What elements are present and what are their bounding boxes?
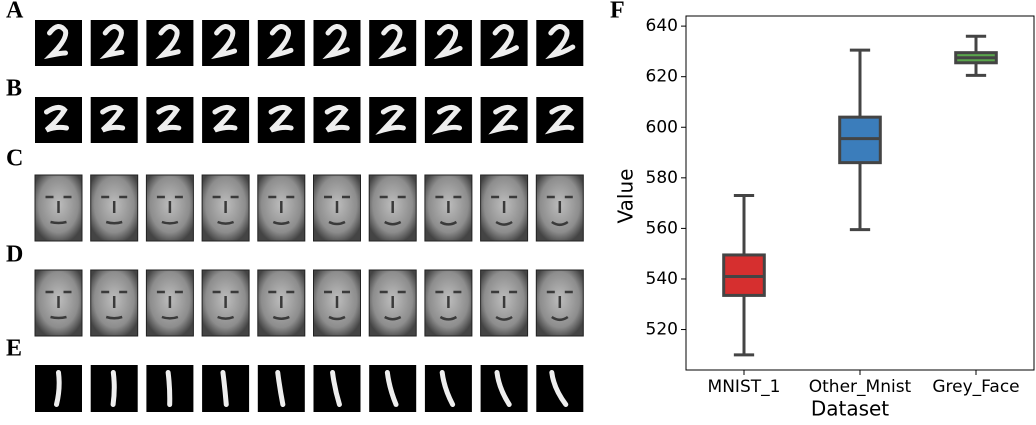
y-tick-label: 560 (646, 218, 678, 238)
y-axis-label: Value (614, 169, 638, 224)
digit-stroke (168, 373, 170, 405)
x-axis-label: Dataset (811, 397, 889, 421)
figure: A B C D E F Dataset Value 520 540 560 580 60… (0, 0, 1036, 425)
digit-stroke (223, 373, 226, 405)
panel-label: F (610, 0, 625, 24)
panel-label: E (6, 336, 22, 362)
y-tick-label: 640 (646, 16, 678, 36)
panel-label: B (6, 76, 22, 102)
x-tick-label: Grey_Face (932, 377, 1019, 397)
y-tick-label: 540 (646, 269, 678, 289)
y-tick-label: 520 (646, 320, 678, 340)
panel-label: A (6, 0, 24, 24)
panel-label: C (6, 146, 23, 172)
image-grid (35, 20, 583, 412)
x-tick-label: Other_Mnist (809, 377, 912, 397)
digit-image (536, 365, 583, 412)
panel-label: D (6, 242, 23, 268)
digit-image (481, 365, 528, 412)
y-tick-label: 600 (646, 117, 678, 137)
digit-stroke (57, 373, 60, 405)
y-tick-label: 580 (646, 168, 678, 188)
y-tick-label: 620 (646, 67, 678, 87)
digit-stroke (113, 373, 114, 405)
x-tick-label: MNIST_1 (708, 377, 781, 397)
